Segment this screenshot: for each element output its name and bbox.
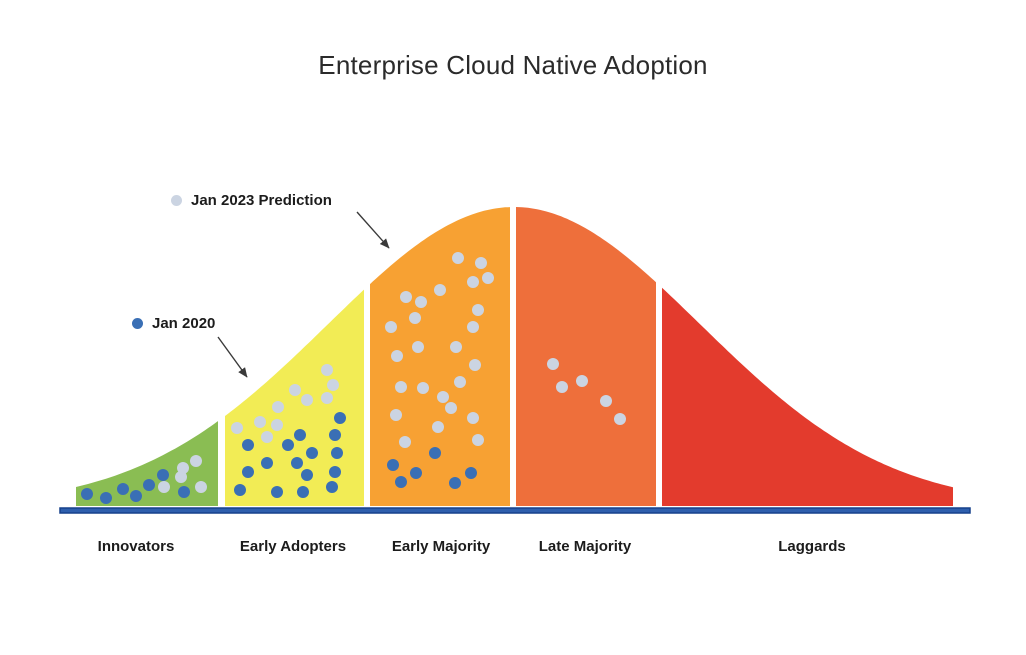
segment-late-majority <box>516 207 656 506</box>
dot-jan-2020 <box>157 469 169 481</box>
dot-jan-2023 <box>385 321 397 333</box>
dot-jan-2020 <box>178 486 190 498</box>
dot-jan-2023 <box>261 431 273 443</box>
dot-jan-2020 <box>130 490 142 502</box>
dot-jan-2023 <box>301 394 313 406</box>
dot-jan-2020 <box>294 429 306 441</box>
dot-jan-2020 <box>306 447 318 459</box>
dot-jan-2023 <box>450 341 462 353</box>
dot-jan-2023 <box>321 392 333 404</box>
dot-jan-2023 <box>600 395 612 407</box>
dot-jan-2023 <box>452 252 464 264</box>
dot-jan-2023 <box>412 341 424 353</box>
dot-jan-2023 <box>482 272 494 284</box>
dot-jan-2023 <box>272 401 284 413</box>
dot-jan-2023 <box>231 422 243 434</box>
legend-item-jan-2020: Jan 2020 <box>132 313 215 333</box>
dot-jan-2020 <box>301 469 313 481</box>
dot-jan-2023 <box>454 376 466 388</box>
dot-jan-2023 <box>395 381 407 393</box>
dot-jan-2020 <box>297 486 309 498</box>
dot-jan-2023 <box>614 413 626 425</box>
dot-jan-2023 <box>437 391 449 403</box>
dot-jan-2023 <box>576 375 588 387</box>
dot-jan-2023 <box>271 419 283 431</box>
legend-label-jan-2020: Jan 2020 <box>152 314 216 332</box>
dot-jan-2020 <box>429 447 441 459</box>
legend-label-jan-2023: Jan 2023 Prediction <box>191 191 332 209</box>
dot-jan-2023 <box>467 321 479 333</box>
dot-jan-2020 <box>329 466 341 478</box>
dot-jan-2020 <box>282 439 294 451</box>
baseline-axis <box>59 507 971 514</box>
dot-jan-2023 <box>472 304 484 316</box>
dot-jan-2020 <box>242 466 254 478</box>
segment-laggards <box>662 287 953 506</box>
dot-jan-2023 <box>400 291 412 303</box>
dot-jan-2023 <box>417 382 429 394</box>
dot-jan-2020 <box>465 467 477 479</box>
legend-dot-jan-2020 <box>132 317 143 329</box>
dot-jan-2020 <box>242 439 254 451</box>
page-title: Enterprise Cloud Native Adoption <box>318 50 708 80</box>
dot-jan-2023 <box>390 409 402 421</box>
dot-jan-2020 <box>100 492 112 504</box>
dot-jan-2023 <box>399 436 411 448</box>
dot-jan-2020 <box>395 476 407 488</box>
dot-jan-2023 <box>475 257 487 269</box>
dot-jan-2023 <box>177 462 189 474</box>
dot-jan-2023 <box>175 471 187 483</box>
dot-jan-2020 <box>117 483 129 495</box>
dot-jan-2023 <box>391 350 403 362</box>
dot-jan-2023 <box>158 481 170 493</box>
segment-innovators <box>76 421 218 506</box>
dot-jan-2023 <box>467 412 479 424</box>
segment-label-innovators: Innovators <box>97 538 175 555</box>
dot-jan-2023 <box>254 416 266 428</box>
dot-jan-2023 <box>195 481 207 493</box>
dot-jan-2023 <box>415 296 427 308</box>
dot-jan-2020 <box>449 477 461 489</box>
annotation-arrow <box>356 211 390 249</box>
dot-jan-2020 <box>329 429 341 441</box>
dot-jan-2023 <box>327 379 339 391</box>
dot-jan-2020 <box>331 447 343 459</box>
segment-early-adopters <box>225 289 364 506</box>
dot-jan-2023 <box>547 358 559 370</box>
dot-jan-2023 <box>472 434 484 446</box>
dot-jan-2020 <box>261 457 273 469</box>
dot-jan-2023 <box>445 402 457 414</box>
dot-jan-2020 <box>334 412 346 424</box>
dot-jan-2020 <box>291 457 303 469</box>
dot-jan-2020 <box>387 459 399 471</box>
segment-label-laggards: Laggards <box>778 538 846 555</box>
dot-jan-2023 <box>190 455 202 467</box>
dot-jan-2023 <box>467 276 479 288</box>
dot-jan-2023 <box>289 384 301 396</box>
segment-label-late-majority: Late Majority <box>538 538 632 555</box>
dot-jan-2020 <box>410 467 422 479</box>
dot-jan-2023 <box>434 284 446 296</box>
dot-jan-2023 <box>321 364 333 376</box>
dot-jan-2023 <box>556 381 568 393</box>
legend-dot-jan-2023 <box>171 194 182 206</box>
annotation-arrow <box>217 336 248 378</box>
dot-jan-2023 <box>409 312 421 324</box>
dot-jan-2020 <box>81 488 93 500</box>
dot-jan-2020 <box>234 484 246 496</box>
dot-jan-2020 <box>143 479 155 491</box>
segment-label-early-adopters: Early Adopters <box>239 538 347 555</box>
dot-jan-2023 <box>432 421 444 433</box>
dot-jan-2023 <box>469 359 481 371</box>
dot-jan-2020 <box>271 486 283 498</box>
dot-jan-2020 <box>326 481 338 493</box>
segment-label-early-majority: Early Majority <box>391 538 491 555</box>
legend-item-jan-2023-prediction: Jan 2023 Prediction <box>171 190 332 210</box>
